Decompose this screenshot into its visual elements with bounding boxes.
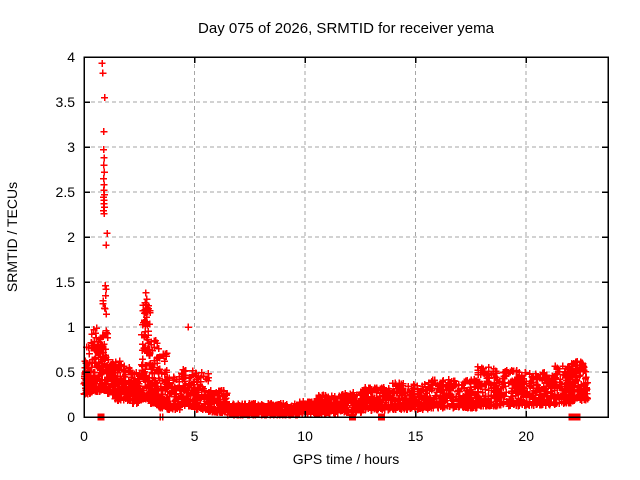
x-tick-label: 0 (80, 428, 88, 444)
y-tick-label: 1.5 (56, 274, 76, 290)
y-tick-label: 0 (67, 409, 75, 425)
x-tick-label: 20 (518, 428, 534, 444)
y-axis-label: SRMTID / TECUs (4, 182, 20, 292)
tick-labels: 0 5 10 15 20 0 0.5 1 1.5 2 2.5 3 3.5 4 (56, 49, 535, 444)
plot-border-and-ticks (83, 56, 609, 418)
y-tick-label: 3 (67, 139, 75, 155)
y-tick-label: 4 (67, 49, 75, 65)
y-tick-label: 0.5 (56, 364, 76, 380)
x-tick-label: 10 (297, 428, 313, 444)
scatter-points (80, 59, 592, 421)
x-tick-label: 15 (408, 428, 424, 444)
y-tick-label: 2.5 (56, 184, 76, 200)
chart-title: Day 075 of 2026, SRMTID for receiver yem… (198, 20, 495, 37)
y-tick-label: 3.5 (56, 94, 76, 110)
x-axis-label: GPS time / hours (293, 451, 400, 467)
x-tick-label: 5 (191, 428, 199, 444)
y-tick-label: 2 (67, 229, 75, 245)
y-tick-label: 1 (67, 319, 75, 335)
